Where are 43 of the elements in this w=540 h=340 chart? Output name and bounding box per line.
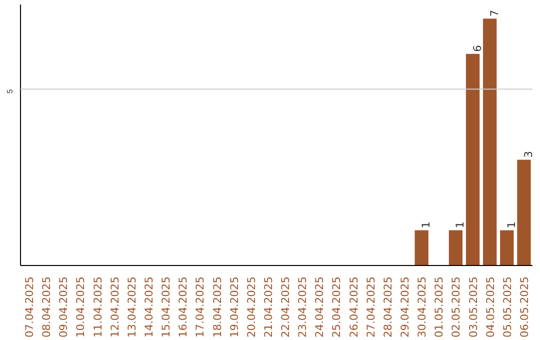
x-tick-label: 17.04.2025: [194, 276, 207, 338]
x-tick-label: 25.04.2025: [330, 276, 344, 338]
x-tick-label: 04.05.2025: [484, 276, 497, 338]
x-tick-label: 03.05.2025: [466, 276, 480, 338]
bar: [466, 54, 480, 266]
x-tick-label: 30.04.2025: [416, 276, 429, 338]
data-label: 6: [470, 44, 484, 52]
ref-line-label: 5: [6, 88, 14, 94]
x-tick-label: 14.04.2025: [142, 276, 156, 338]
x-tick-label: 26.04.2025: [347, 276, 360, 338]
x-tick-label: 15.04.2025: [160, 276, 173, 338]
x-tick-label: 27.04.2025: [364, 276, 378, 338]
x-tick-label: 13.04.2025: [125, 276, 138, 338]
x-tick-label: 16.04.2025: [176, 276, 190, 338]
data-label: 1: [420, 221, 433, 228]
x-tick-label: 12.04.2025: [108, 276, 122, 338]
x-tick-label: 06.05.2025: [518, 276, 531, 338]
x-tick-label: 28.04.2025: [381, 276, 394, 338]
data-label: 1: [504, 221, 518, 228]
x-tick-label: 21.04.2025: [262, 276, 275, 338]
x-tick-label: 10.04.2025: [74, 276, 88, 338]
bar: [500, 230, 514, 266]
bar: [448, 230, 463, 266]
data-label: 1: [454, 221, 467, 228]
x-tick-label: 23.04.2025: [296, 276, 310, 338]
x-tick-label: 20.04.2025: [244, 276, 258, 338]
bar: [517, 160, 531, 266]
x-tick-label: 08.04.2025: [40, 276, 54, 338]
bar: [414, 230, 428, 266]
x-tick-label: 05.05.2025: [500, 276, 514, 338]
x-tick-label: 07.04.2025: [23, 276, 36, 338]
x-tick-label: 19.04.2025: [228, 276, 241, 338]
x-tick-label: 24.04.2025: [313, 276, 326, 338]
x-tick-label: 18.04.2025: [210, 276, 224, 338]
data-label: 3: [522, 150, 535, 158]
x-tick-label: 11.04.2025: [91, 276, 104, 338]
x-tick-label: 02.05.2025: [450, 276, 463, 338]
x-tick-label: 22.04.2025: [279, 276, 292, 338]
x-tick-label: 01.05.2025: [432, 276, 446, 338]
x-tick-label: 29.04.2025: [398, 276, 412, 338]
x-tick-label: 09.04.2025: [57, 276, 70, 338]
bar: [483, 18, 497, 266]
data-label: 7: [488, 10, 501, 17]
